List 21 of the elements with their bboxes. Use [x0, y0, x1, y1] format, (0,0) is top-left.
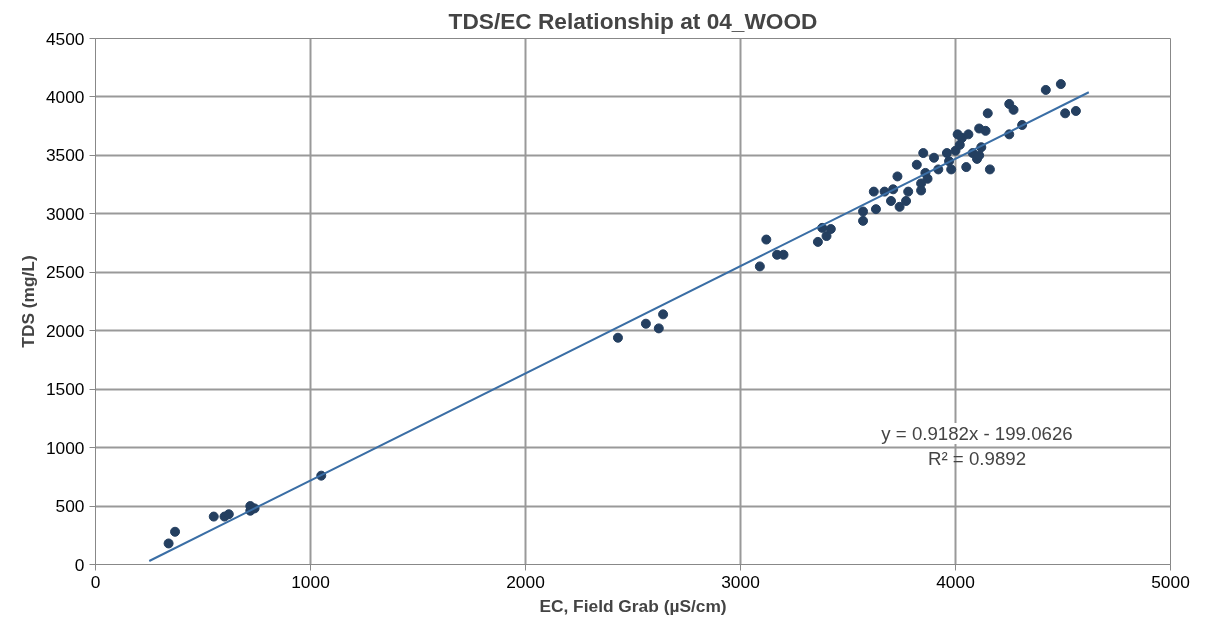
y-tick-label: 0 — [74, 554, 85, 575]
y-axis-title: TDS (mg/L) — [17, 255, 38, 348]
x-tick-label: 2000 — [506, 571, 545, 592]
y-tick-label: 500 — [55, 496, 85, 517]
chart-title: TDS/EC Relationship at 04_WOOD — [448, 7, 818, 34]
annotation: y = 0.9182x - 199.0626 — [881, 423, 1073, 445]
y-tick-label: 2000 — [45, 320, 85, 341]
x-tick-label: 1000 — [291, 571, 330, 592]
x-tick-label: 3000 — [721, 571, 760, 592]
y-tick-label: 2500 — [45, 262, 85, 283]
y-tick-label: 1000 — [45, 437, 85, 458]
x-tick-label: 0 — [90, 571, 101, 592]
y-tick-label: 1500 — [45, 379, 85, 400]
annotation: R² = 0.9892 — [928, 447, 1027, 469]
y-tick-label: 3500 — [45, 145, 85, 166]
x-tick-label: 4000 — [936, 571, 975, 592]
y-tick-label: 3000 — [45, 203, 85, 224]
x-tick-label: 5000 — [1151, 571, 1190, 592]
y-tick-label: 4500 — [45, 28, 85, 49]
x-axis-title: EC, Field Grab (µS/cm) — [539, 595, 727, 616]
y-tick-label: 4000 — [45, 86, 85, 107]
